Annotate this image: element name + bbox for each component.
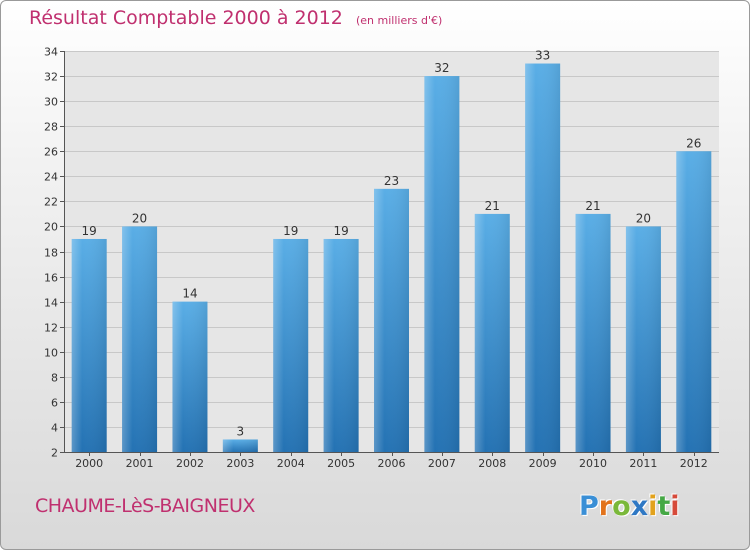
bar-value-label: 3 [237,424,245,438]
y-tick-label: 28 [44,121,58,134]
bar-shade [424,76,460,452]
y-tick-label: 2 [51,447,58,460]
chart-subtitle: (en milliers d'€) [355,14,443,27]
y-tick-label: 24 [44,171,58,184]
bar-shade [575,213,611,452]
bar-shade [273,238,309,452]
y-tick-label: 12 [44,322,58,335]
logo-letter: i [670,491,680,522]
x-tick-label: 2001 [126,457,154,470]
y-tick-label: 4 [51,422,58,435]
x-tick-label: 2008 [478,457,506,470]
chart-title: Résultat Comptable 2000 à 2012 [29,7,343,29]
logo-letter: P [579,491,599,522]
bar-shade [222,439,258,452]
x-tick-label: 2004 [277,457,305,470]
bar-value-label: 20 [132,211,147,225]
x-tick-label: 2002 [176,457,204,470]
bar-shade [71,238,107,452]
x-tick-label: 2007 [428,457,456,470]
y-tick-label: 8 [51,372,58,385]
y-tick-label: 18 [44,247,58,260]
bar-shade [374,188,409,452]
y-tick-label: 26 [44,146,58,159]
bar-value-label: 21 [485,199,500,213]
y-tick-label: 20 [44,221,58,234]
y-tick-label: 34 [44,46,58,59]
bar-value-label: 26 [686,136,701,150]
logo-letter: r [598,491,613,522]
bar-value-label: 19 [333,224,348,238]
title-row: Résultat Comptable 2000 à 2012 (en milli… [29,7,442,29]
bar-shade [323,238,359,452]
bar-value-label: 21 [585,199,600,213]
x-tick-label: 2011 [629,457,657,470]
x-tick-label: 2006 [378,457,406,470]
bar-shade [474,213,510,452]
bar-shade [172,301,208,452]
bar-shade [625,226,661,452]
bar-value-label: 33 [535,49,550,63]
y-tick-label: 10 [44,347,58,360]
bar-value-label: 19 [82,224,97,238]
x-tick-label: 2000 [75,457,103,470]
logo-letter: o [612,491,631,522]
x-tick-label: 2010 [579,457,607,470]
bar-value-label: 20 [636,211,651,225]
x-tick-label: 2003 [226,457,254,470]
x-tick-label: 2012 [680,457,708,470]
bar-value-label: 14 [182,287,197,301]
x-tick-label: 2005 [327,457,355,470]
bar-value-label: 19 [283,224,298,238]
bar-value-label: 23 [384,174,399,188]
y-tick-label: 22 [44,196,58,209]
logo-letter: i [648,491,658,522]
y-tick-label: 6 [51,397,58,410]
y-tick-label: 32 [44,71,58,84]
y-tick-label: 14 [44,297,58,310]
y-tick-label: 16 [44,272,58,285]
place-name: CHAUME-LèS-BAIGNEUX [35,495,255,517]
bar-shade [525,63,561,452]
y-tick-label: 30 [44,96,58,109]
logo-letter: x [630,491,649,522]
bar-value-label: 32 [434,61,449,75]
bar-shade [122,226,158,452]
proxiti-logo[interactable]: Proxiti [579,491,680,522]
logo-letter: t [657,491,671,522]
x-tick-label: 2009 [529,457,557,470]
bar-shade [676,151,712,452]
